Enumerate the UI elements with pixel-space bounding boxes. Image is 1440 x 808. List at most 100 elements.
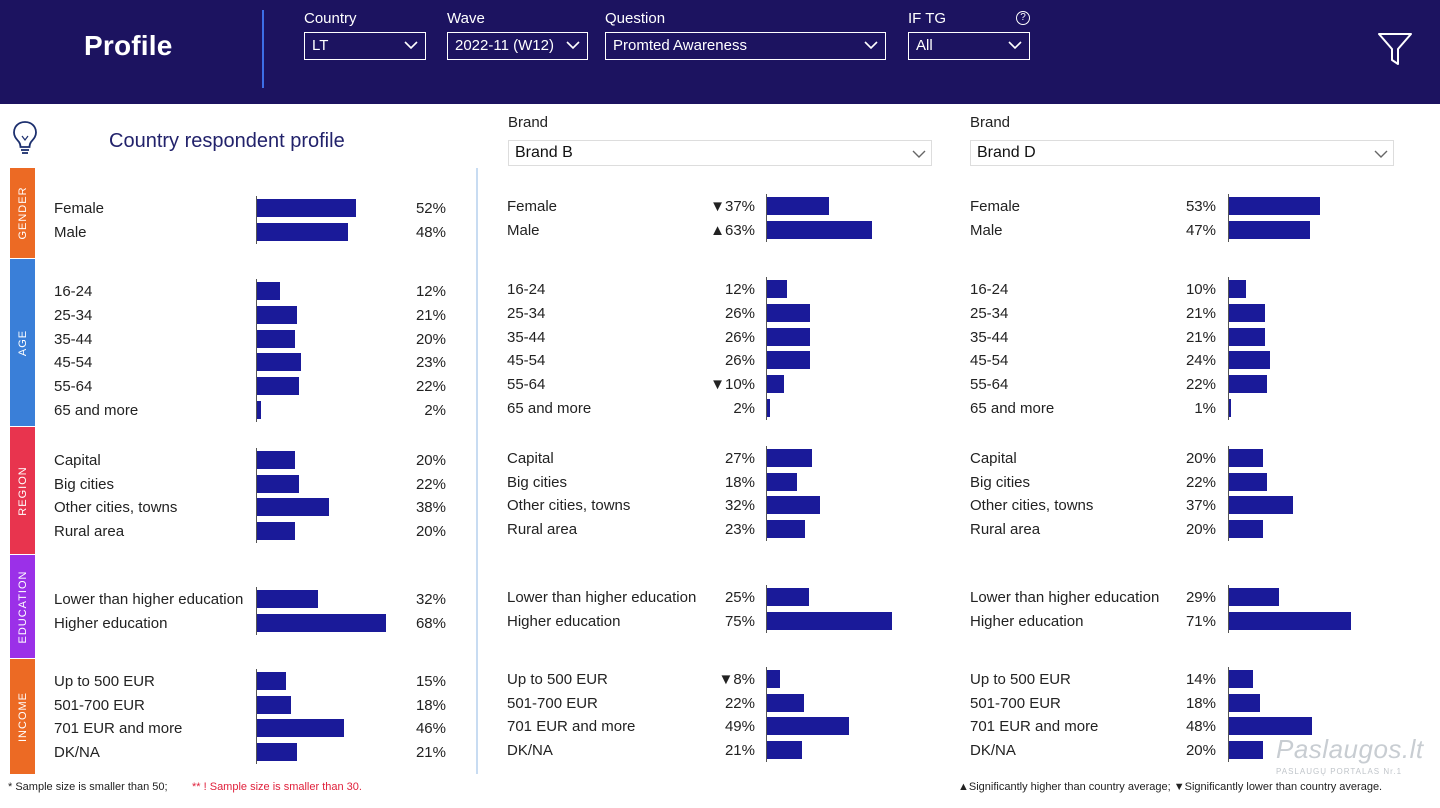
brand-dropdown-2[interactable]: Brand D <box>970 140 1394 166</box>
profile-row: Lower than higher education 25% <box>507 587 896 609</box>
brand-dropdown-1[interactable]: Brand B <box>508 140 932 166</box>
value-bar <box>767 328 811 346</box>
profile-row: 55-64 22% <box>54 376 446 398</box>
iftg-filter: IF TG All <box>908 10 1030 60</box>
row-value: 52% <box>415 200 446 217</box>
value-bar <box>767 670 781 688</box>
value-bar <box>767 741 803 759</box>
row-value: 47% <box>1185 222 1216 239</box>
footnote-sample-30: ** ! Sample size is smaller than 30. <box>192 781 362 793</box>
bar-axis <box>1228 585 1229 633</box>
value-bar <box>767 612 893 630</box>
row-value: 27% <box>724 450 755 467</box>
value-bar <box>257 451 295 469</box>
watermark: Paslaugos.lt PASLAUGŲ PORTALAS Nr.1 <box>1276 734 1424 786</box>
profile-row: Other cities, towns 37% <box>970 495 1358 517</box>
question-dropdown[interactable]: Promted Awareness <box>605 32 886 60</box>
iftg-dropdown[interactable]: All <box>908 32 1030 60</box>
row-value: 18% <box>415 697 446 714</box>
value-bar <box>767 717 849 735</box>
row-value: 23% <box>415 354 446 371</box>
row-value: 22% <box>415 378 446 395</box>
value-bar <box>1229 588 1279 606</box>
row-value: 22% <box>1185 376 1216 393</box>
row-label: Higher education <box>970 613 1084 630</box>
category-band-age: AGE <box>10 259 35 426</box>
brand-dropdown-value: Brand D <box>977 144 1036 161</box>
category-band-label: AGE <box>16 329 29 356</box>
row-value: 2% <box>424 402 446 419</box>
bar-axis <box>766 446 767 541</box>
panel-title: Country respondent profile <box>109 130 345 152</box>
profile-row: Higher education 71% <box>970 611 1358 633</box>
profile-row: 35-44 20% <box>54 329 446 351</box>
row-value: 22% <box>415 476 446 493</box>
value-bar <box>1229 328 1266 346</box>
row-label: Higher education <box>54 615 168 632</box>
row-value: ▲63% <box>710 222 755 239</box>
bar-axis <box>1228 277 1229 420</box>
bar-axis <box>256 196 257 244</box>
value-bar <box>1229 496 1293 514</box>
profile-row: Up to 500 EUR 15% <box>54 671 446 693</box>
country-filter: Country LT <box>304 10 426 60</box>
row-label: Up to 500 EUR <box>507 671 608 688</box>
row-label: Lower than higher education <box>970 589 1160 606</box>
row-label: Capital <box>54 452 101 469</box>
value-bar <box>1229 612 1352 630</box>
value-bar <box>257 306 297 324</box>
value-bar <box>257 282 280 300</box>
row-label: Male <box>507 222 540 239</box>
bar-axis <box>256 669 257 764</box>
top-header: Profile Country LT Wave 2022-11 (W12) Qu… <box>0 0 1440 104</box>
value-bar <box>1229 375 1267 393</box>
row-label: DK/NA <box>970 742 1016 759</box>
profile-row: Higher education 68% <box>54 613 446 635</box>
profile-row: Big cities 22% <box>970 472 1358 494</box>
row-value: 68% <box>415 615 446 632</box>
help-icon[interactable]: ? <box>1016 11 1030 25</box>
iftg-filter-label: IF TG <box>908 10 947 27</box>
category-band-income: INCOME <box>10 659 35 774</box>
row-value: 26% <box>724 352 755 369</box>
row-value: 20% <box>1185 742 1216 759</box>
row-value: 21% <box>724 742 755 759</box>
profile-row: 701 EUR and more 46% <box>54 718 446 740</box>
country-dropdown[interactable]: LT <box>304 32 426 60</box>
row-value: 32% <box>415 591 446 608</box>
value-bar <box>257 199 356 217</box>
value-bar <box>257 522 295 540</box>
category-band-region: REGION <box>10 427 35 554</box>
value-bar <box>257 475 299 493</box>
row-label: 65 and more <box>54 402 139 419</box>
profile-row: 501-700 EUR 18% <box>970 693 1358 715</box>
profile-row: Male ▲63% <box>507 220 896 242</box>
bar-axis <box>256 587 257 635</box>
row-label: Female <box>507 198 558 215</box>
row-label: 55-64 <box>54 378 93 395</box>
row-label: Big cities <box>54 476 115 493</box>
row-value: 18% <box>724 474 755 491</box>
row-value: 21% <box>1185 329 1216 346</box>
value-bar <box>257 223 349 241</box>
category-band-label: REGION <box>16 465 29 516</box>
wave-dropdown[interactable]: 2022-11 (W12) <box>447 32 588 60</box>
profile-row: 55-64 22% <box>970 374 1358 396</box>
row-label: Rural area <box>970 521 1041 538</box>
row-label: Other cities, towns <box>507 497 631 514</box>
row-value: 10% <box>1185 281 1216 298</box>
bar-axis <box>766 585 767 633</box>
funnel-icon[interactable] <box>1376 30 1414 68</box>
question-dropdown-value: Promted Awareness <box>613 37 747 54</box>
profile-row: Big cities 22% <box>54 474 446 496</box>
row-label: Up to 500 EUR <box>970 671 1071 688</box>
row-label: DK/NA <box>507 742 553 759</box>
row-label: Up to 500 EUR <box>54 673 155 690</box>
row-label: 501-700 EUR <box>507 695 598 712</box>
value-bar <box>257 330 295 348</box>
profile-row: 16-24 12% <box>507 279 896 301</box>
footnote-sample-50: * Sample size is smaller than 50; <box>8 781 168 793</box>
chevron-down-icon <box>864 41 878 50</box>
value-bar <box>1229 399 1231 417</box>
value-bar <box>257 743 297 761</box>
